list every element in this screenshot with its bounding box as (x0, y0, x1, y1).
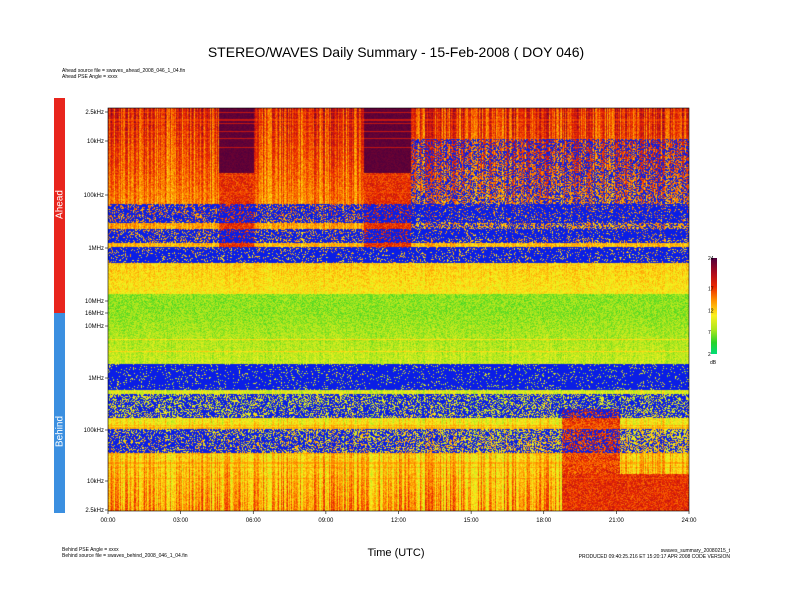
behind-pse-angle: Behind PSE Angle = xxxx (62, 547, 119, 553)
spectrogram-heatmap (108, 108, 689, 511)
colorbar-ramp (711, 258, 717, 354)
colorbar: 24 17 12 7 2 (708, 256, 717, 356)
ahead-y-tick-label: 1MHz (88, 246, 104, 252)
colorbar-tick-label: 7 (708, 330, 711, 336)
plot-frame (107, 107, 690, 512)
production-info: swaves_summary_20080215_t PRODUCED 09:40… (560, 548, 730, 560)
ahead-source-file: Ahead source file = swaves_ahead_2008_04… (62, 68, 186, 74)
ahead-info: Ahead source file = swaves_ahead_2008_04… (62, 68, 185, 80)
behind-y-tick-label: 1MHz (88, 376, 104, 382)
ahead-y-tick-label: 10MHz (85, 299, 104, 305)
x-tick-label: 03:00 (173, 518, 189, 524)
production-note: PRODUCED 09:40:25.216 ET 15:20:17 APR 20… (578, 554, 730, 560)
behind-y-tick-label: 100kHz (84, 428, 104, 434)
behind-y-tick-label: 10MHz (85, 324, 104, 330)
behind-source-file: Behind source file = swaves_behind_2008_… (62, 553, 188, 559)
x-tick-label: 00:00 (100, 518, 116, 524)
x-tick-label: 09:00 (318, 518, 334, 524)
behind-info: Behind PSE Angle = xxxx Behind source fi… (62, 547, 188, 559)
colorbar-unit: dB (710, 360, 717, 366)
x-tick-label: 15:00 (464, 518, 480, 524)
chart-title: STEREO/WAVES Daily Summary - 15-Feb-2008… (207, 44, 585, 60)
ahead-y-tick-label: 2.5kHz (85, 110, 104, 116)
ahead-y-tick-label: 10kHz (87, 139, 104, 145)
behind-y-tick-label: 2.5kHz (85, 508, 104, 514)
colorbar-tick-label: 17 (708, 287, 714, 293)
ahead-pse-angle: Ahead PSE Angle = xxxx (62, 74, 118, 80)
colorbar-tick-label: 12 (708, 308, 714, 314)
x-tick-label: 24:00 (681, 518, 697, 524)
colorbar-tick-label: 24 (708, 256, 714, 262)
x-axis-label: Time (UTC) (367, 547, 425, 559)
x-tick-label: 18:00 (536, 518, 552, 524)
ahead-y-tick-label: 100kHz (84, 193, 104, 199)
x-tick-label: 06:00 (246, 518, 262, 524)
behind-y-tick-label: 10kHz (87, 479, 104, 485)
summary-file: swaves_summary_20080215_t (660, 548, 730, 554)
colorbar-tick-label: 2 (708, 352, 711, 356)
ahead-y-tick-label: 16MHz (85, 311, 104, 317)
x-tick-label: 21:00 (609, 518, 625, 524)
behind-panel-bar (54, 313, 65, 513)
ahead-panel-bar (54, 98, 65, 313)
x-tick-label: 12:00 (391, 518, 407, 524)
